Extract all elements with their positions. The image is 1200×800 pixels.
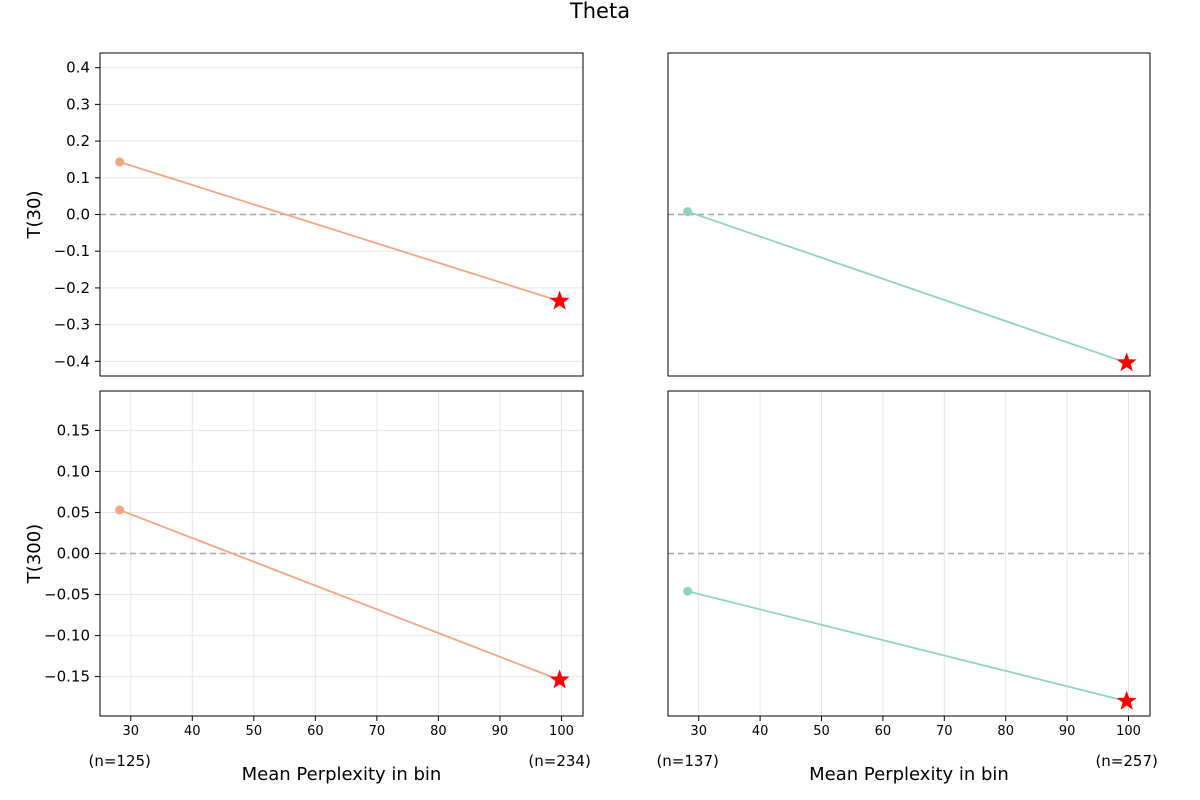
data-point xyxy=(115,505,125,515)
panel-top-left: 0.4 0.3 0.2 0.1 0.0 −0.1 −0.2 −0.3 −0.4 T(30) xyxy=(24,52,584,377)
panel-frame xyxy=(667,390,1151,717)
y-tick-label: 0.15 xyxy=(57,421,90,439)
data-point xyxy=(683,586,693,596)
panel-frame xyxy=(667,52,1151,377)
x-tick-label: 30 xyxy=(122,724,139,739)
y-tick-label: −0.1 xyxy=(54,242,90,260)
x-tick-label: 100 xyxy=(1116,724,1141,739)
x-tick-label: 50 xyxy=(813,724,830,739)
y-tick-label: 0.10 xyxy=(57,462,90,480)
sample-size-label: (n=234) xyxy=(528,752,590,770)
series-line xyxy=(687,590,1127,703)
x-tick-label: 70 xyxy=(369,724,386,739)
y-tick-label: −0.3 xyxy=(54,316,90,334)
data-point xyxy=(115,157,125,167)
series-line xyxy=(119,161,560,302)
data-point-star xyxy=(1116,352,1137,372)
y-tick-label: 0.2 xyxy=(66,132,90,150)
sample-size-label: (n=137) xyxy=(656,752,718,770)
y-tick-label: 0.00 xyxy=(57,545,90,563)
y-tick-label: 0.4 xyxy=(66,59,90,77)
x-tick-label: 90 xyxy=(492,724,509,739)
y-axis-label: T(300) xyxy=(24,524,45,584)
series-line xyxy=(687,210,1127,364)
x-tick-label: 50 xyxy=(246,724,263,739)
x-tick-label: 80 xyxy=(430,724,447,739)
panel-bottom-right: 30 40 50 60 70 80 90 100 Mean Perplexity in bin (… xyxy=(656,390,1158,785)
y-tick-label: −0.15 xyxy=(44,668,90,686)
data-point-star xyxy=(1116,690,1137,710)
series-line xyxy=(119,509,560,681)
x-tick-label: 60 xyxy=(307,724,324,739)
y-tick-label: 0.05 xyxy=(57,503,90,521)
y-tick-label: −0.2 xyxy=(54,279,90,297)
x-tick-label: 60 xyxy=(875,724,892,739)
y-tick-label: −0.10 xyxy=(44,627,90,645)
panels-group: 0.4 0.3 0.2 0.1 0.0 −0.1 −0.2 −0.3 −0.4 T(30) 0.15… xyxy=(24,52,1158,785)
x-tick-label: 90 xyxy=(1059,724,1076,739)
x-tick-label: 70 xyxy=(936,724,953,739)
y-tick-label: 0.3 xyxy=(66,95,90,113)
x-tick-label: 40 xyxy=(184,724,201,739)
y-tick-label: 0.0 xyxy=(66,206,90,224)
data-point-star xyxy=(549,290,570,310)
x-axis-label: Mean Perplexity in bin xyxy=(809,764,1009,785)
sample-size-label: (n=257) xyxy=(1095,752,1157,770)
x-tick-label: 80 xyxy=(997,724,1014,739)
data-point-star xyxy=(549,669,570,689)
y-tick-label: −0.4 xyxy=(54,352,90,370)
panel-bottom-left: 0.15 0.10 0.05 0.00 −0.05 −0.10 −0.15 30 40 50 60 7… xyxy=(24,390,591,785)
data-point xyxy=(683,207,693,217)
y-tick-label: −0.05 xyxy=(44,586,90,604)
y-tick-label: 0.1 xyxy=(66,169,90,187)
y-axis-label: T(30) xyxy=(24,191,45,240)
sample-size-label: (n=125) xyxy=(88,752,150,770)
x-tick-label: 30 xyxy=(690,724,707,739)
x-tick-label: 100 xyxy=(549,724,574,739)
panel-top-right xyxy=(667,52,1151,377)
x-tick-label: 40 xyxy=(752,724,769,739)
figure-title: Theta xyxy=(569,0,630,23)
x-axis-label: Mean Perplexity in bin xyxy=(242,764,442,785)
